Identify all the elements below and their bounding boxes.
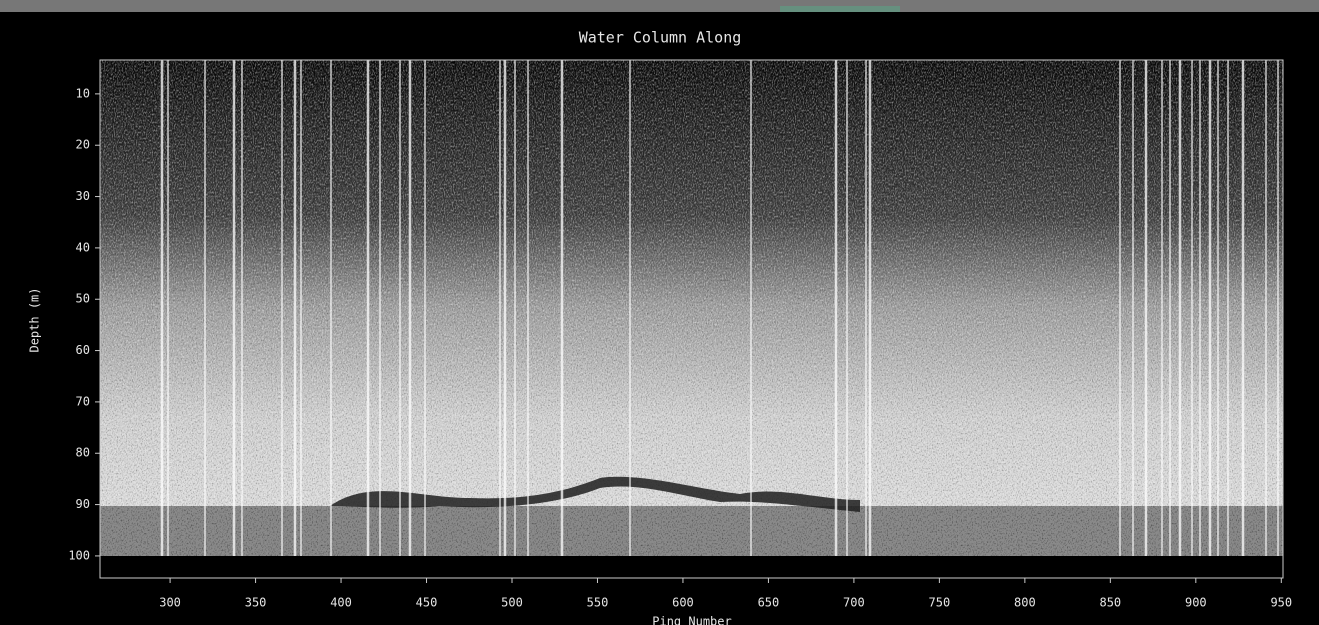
y-tick-label: 10	[76, 86, 90, 100]
seabed-noise	[100, 506, 1283, 556]
x-tick-label: 550	[587, 596, 609, 610]
x-tick-label: 600	[672, 596, 694, 610]
y-tick-label: 50	[76, 292, 90, 306]
noise-streaks	[160, 60, 1279, 556]
echogram	[100, 60, 1283, 578]
x-tick-label: 450	[416, 596, 438, 610]
x-tick-label: 400	[330, 596, 352, 610]
window-strip	[0, 0, 1319, 12]
x-tick-label: 300	[159, 596, 181, 610]
window-strip-accent	[780, 6, 900, 12]
x-tick-label: 850	[1099, 596, 1121, 610]
seabed-echo	[330, 476, 860, 512]
chart-title: Water Column Along	[579, 29, 742, 47]
x-tick-label: 800	[1014, 596, 1036, 610]
y-tick-label: 100	[68, 548, 90, 562]
y-tick-label: 30	[76, 189, 90, 203]
x-axis-label: Ping Number	[652, 615, 731, 625]
x-tick-label: 950	[1270, 596, 1292, 610]
x-tick-label: 900	[1185, 596, 1207, 610]
plot-frame	[99, 59, 1284, 579]
x-tick-label: 350	[245, 596, 267, 610]
y-tick-label: 90	[76, 497, 90, 511]
below-seabed	[100, 556, 1283, 578]
y-tick-label: 40	[76, 240, 90, 254]
x-tick-label: 650	[758, 596, 780, 610]
x-tick-label: 750	[929, 596, 951, 610]
x-tick-label: 700	[843, 596, 865, 610]
y-axis-label: Depth (m)	[28, 287, 42, 352]
y-tick-label: 70	[76, 394, 90, 408]
x-tick-label: 500	[501, 596, 523, 610]
water-noise-dark	[100, 60, 1283, 506]
y-tick-label: 60	[76, 343, 90, 357]
y-tick-label: 20	[76, 138, 90, 152]
y-tick-label: 80	[76, 446, 90, 460]
